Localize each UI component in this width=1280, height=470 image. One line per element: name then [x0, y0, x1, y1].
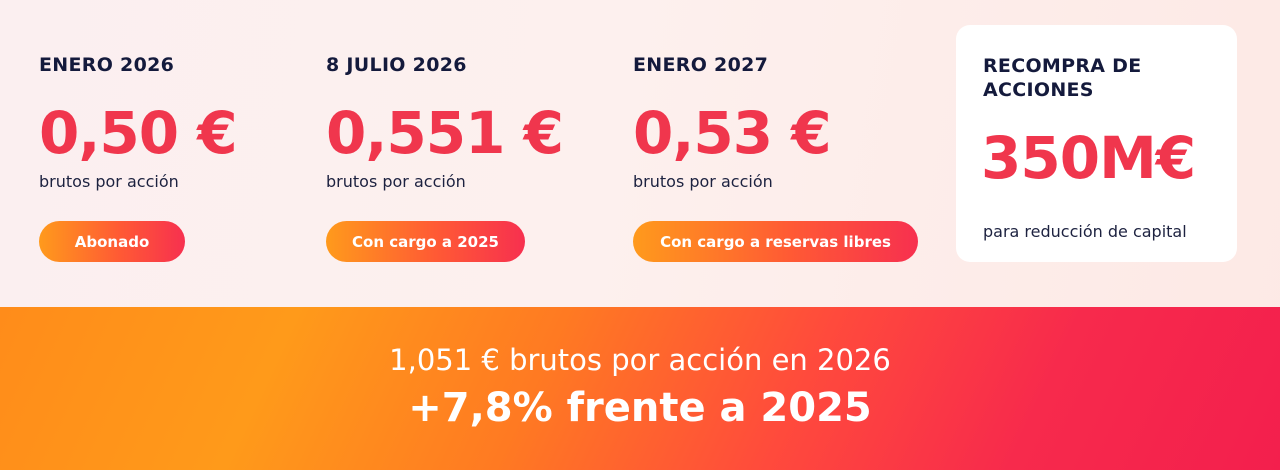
summary-total: 1,051 € brutos por acción en 2026 — [389, 343, 891, 377]
buyback-caption: para reducción de capital — [983, 222, 1187, 241]
payment-unit: brutos por acción — [39, 172, 179, 191]
payment-column-enero-2027: ENERO 2027 0,53 € brutos por acción — [633, 54, 832, 191]
payment-date: ENERO 2026 — [39, 54, 175, 76]
payment-amount: 0,50 € — [39, 99, 238, 167]
payment-column-julio-2026: 8 JULIO 2026 0,551 € brutos por acción — [326, 54, 564, 191]
payment-column-enero-2026: ENERO 2026 0,50 € brutos por acción — [39, 54, 238, 191]
payment-date: ENERO 2027 — [633, 54, 769, 76]
payment-unit: brutos por acción — [326, 172, 466, 191]
buyback-amount: 350M€ — [981, 124, 1196, 192]
summary-growth: +7,8% frente a 2025 — [408, 385, 872, 431]
payment-unit: brutos por acción — [633, 172, 773, 191]
buyback-card: RECOMPRA DE ACCIONES 350M€ para reducció… — [956, 25, 1237, 262]
payment-date: 8 JULIO 2026 — [326, 54, 467, 76]
dividend-section: ENERO 2026 0,50 € brutos por acción Abon… — [39, 25, 1237, 262]
status-badge-reservas-libres: Con cargo a reservas libres — [633, 221, 918, 262]
payment-amount: 0,551 € — [326, 99, 564, 167]
status-badge-abonado: Abonado — [39, 221, 185, 262]
payment-amount: 0,53 € — [633, 99, 832, 167]
buyback-title: RECOMPRA DE ACCIONES — [983, 55, 1142, 101]
status-badge-cargo-2025: Con cargo a 2025 — [326, 221, 525, 262]
summary-banner: 1,051 € brutos por acción en 2026 +7,8% … — [0, 307, 1280, 470]
